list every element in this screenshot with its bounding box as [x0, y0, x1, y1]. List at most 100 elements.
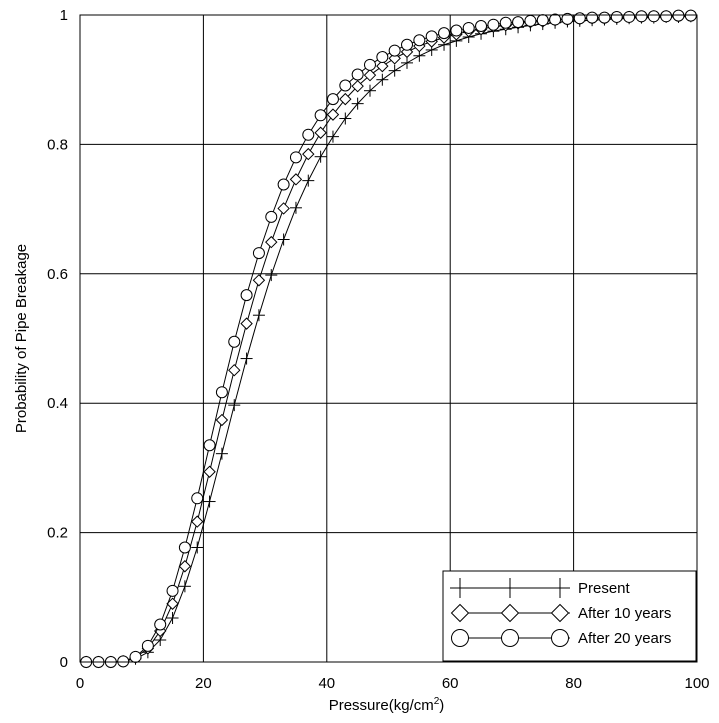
- circle-marker: [610, 10, 623, 23]
- legend-entry: Present: [450, 578, 631, 598]
- circle-marker: [623, 10, 636, 23]
- diamond-marker: [203, 465, 216, 478]
- legend-entry: After 20 years: [451, 629, 671, 647]
- legend: Present After 10 years After 20 years: [442, 570, 697, 662]
- diamond-marker: [252, 274, 266, 287]
- circle-marker: [524, 14, 537, 27]
- series-layer: [79, 9, 698, 669]
- circle-marker: [376, 51, 389, 64]
- circle-marker: [551, 629, 569, 647]
- circle-marker: [265, 210, 278, 223]
- series-diamond: [79, 9, 698, 669]
- diamond-marker: [314, 126, 327, 139]
- circle-marker: [536, 14, 549, 27]
- plot-frame: [79, 14, 698, 663]
- legend-entry: After 10 years: [450, 603, 671, 623]
- legend-label: After 20 years: [578, 630, 671, 647]
- diamond-marker: [302, 147, 315, 161]
- y-tick-label: 1: [60, 7, 68, 24]
- diamond-marker: [376, 59, 389, 73]
- diamond-marker: [500, 603, 520, 623]
- circle-marker: [326, 93, 339, 106]
- y-axis-label: Probability of Pipe Breakage: [13, 244, 30, 433]
- circle-marker: [252, 247, 265, 260]
- circle-marker: [684, 9, 697, 22]
- circle-marker: [672, 9, 685, 22]
- circle-marker: [401, 38, 414, 51]
- diamond-marker: [240, 317, 253, 330]
- circle-marker: [302, 128, 315, 141]
- y-tick-label: 0: [60, 654, 68, 671]
- circle-marker: [586, 11, 599, 24]
- x-tick-label: 40: [318, 675, 335, 692]
- series-line: [86, 15, 691, 663]
- circle-marker: [561, 12, 574, 25]
- series-circle: [80, 9, 697, 668]
- circle-marker: [129, 650, 142, 663]
- circle-marker: [647, 10, 660, 23]
- series-plus: [80, 10, 697, 668]
- circle-marker: [117, 655, 130, 668]
- diamond-marker: [351, 79, 364, 93]
- circle-marker: [635, 10, 648, 23]
- circle-marker: [141, 639, 154, 652]
- circle-marker: [277, 178, 290, 191]
- circle-marker: [191, 492, 204, 505]
- diamond-marker: [191, 515, 204, 528]
- circle-marker: [549, 13, 562, 26]
- circle-marker: [388, 44, 401, 57]
- diamond-marker: [265, 235, 278, 249]
- circle-marker: [166, 584, 179, 597]
- diamond-marker: [363, 68, 377, 82]
- circle-marker: [487, 18, 500, 31]
- circle-marker: [215, 386, 228, 399]
- circle-marker: [228, 335, 241, 348]
- diamond-marker: [277, 202, 290, 215]
- diamond-marker: [550, 603, 570, 623]
- circle-marker: [660, 10, 673, 23]
- series-line: [86, 15, 691, 663]
- circle-marker: [438, 27, 451, 40]
- x-tick-label: 100: [684, 675, 709, 692]
- x-tick-label: 80: [565, 675, 582, 692]
- diamond-marker: [228, 363, 241, 377]
- legend-box: [442, 570, 697, 662]
- x-axis-label-text: Pressure(kg/cm: [329, 697, 434, 714]
- diamond-marker: [339, 92, 352, 106]
- y-tick-label: 0.4: [47, 395, 68, 412]
- circle-marker: [451, 629, 469, 647]
- circle-marker: [339, 79, 352, 92]
- y-tick-label: 0.2: [47, 525, 68, 542]
- circle-marker: [501, 629, 519, 647]
- circle-marker: [314, 109, 327, 122]
- y-tick-label: 0.6: [47, 266, 68, 283]
- diamond-marker: [289, 173, 303, 186]
- x-axis-label-superscript: 2: [434, 696, 440, 707]
- circle-marker: [499, 16, 512, 29]
- diamond-marker: [450, 603, 470, 623]
- circle-marker: [351, 68, 364, 81]
- x-axis-label-tail: ): [439, 697, 444, 714]
- legend-label: After 10 years: [578, 605, 671, 622]
- x-tick-label: 20: [195, 675, 212, 692]
- y-tick-label: 0.8: [47, 136, 68, 153]
- series-line: [86, 15, 691, 663]
- diamond-marker: [178, 560, 192, 573]
- circle-marker: [573, 12, 586, 25]
- x-tick-label: 60: [442, 675, 459, 692]
- legend-label: Present: [578, 580, 631, 597]
- x-tick-label: 0: [76, 675, 84, 692]
- circle-marker: [154, 618, 167, 631]
- x-axis-label: Pressure(kg/cm2): [329, 696, 445, 714]
- grid: [79, 14, 698, 663]
- circle-marker: [413, 34, 426, 47]
- circle-marker: [425, 30, 438, 43]
- circle-marker: [450, 24, 463, 37]
- diamond-marker: [326, 108, 340, 121]
- circle-marker: [178, 541, 191, 554]
- circle-marker: [462, 21, 475, 34]
- tick-labels: 0 20 40 60 80 100 0 0.2 0.4 0.6 0.8 1: [47, 7, 709, 692]
- circle-marker: [240, 289, 253, 302]
- circle-marker: [475, 19, 488, 32]
